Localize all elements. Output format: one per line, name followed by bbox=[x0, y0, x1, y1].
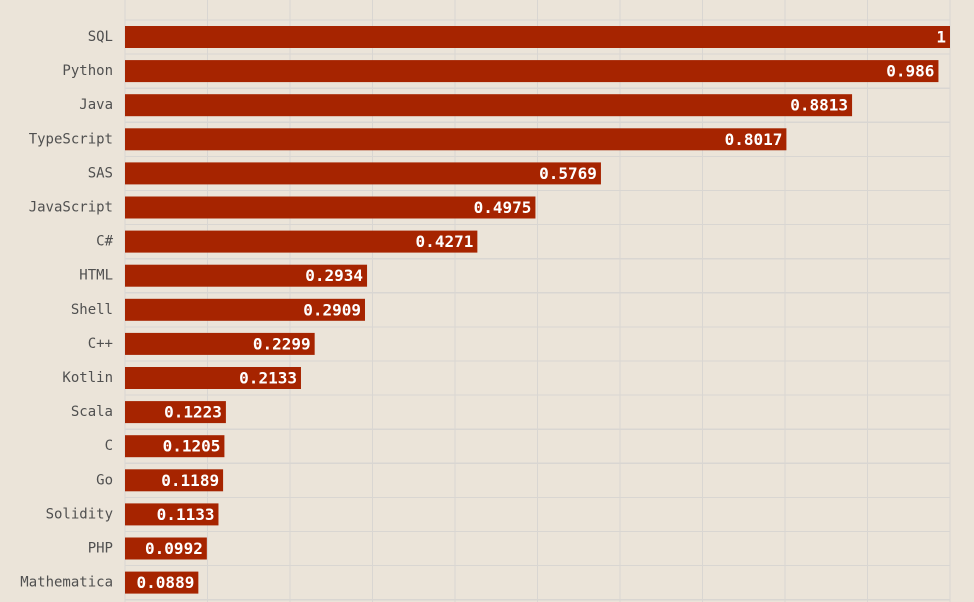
bar-layer bbox=[125, 26, 950, 594]
category-label: Python bbox=[62, 63, 113, 79]
category-label: Solidity bbox=[46, 506, 113, 522]
bar-html bbox=[125, 264, 368, 287]
category-label-layer: SQL Python Java TypeScript SAS JavaScript C# HT… bbox=[20, 29, 113, 591]
value-label: 0.8813 bbox=[790, 96, 848, 115]
category-label: JavaScript bbox=[29, 200, 113, 216]
bar-scala bbox=[125, 401, 226, 424]
bar-python bbox=[125, 60, 939, 83]
category-label: Java bbox=[79, 97, 113, 113]
bar-kotlin bbox=[125, 367, 301, 389]
bar-java bbox=[125, 94, 853, 117]
bar-sas bbox=[125, 162, 601, 185]
category-label: SAS bbox=[88, 165, 113, 181]
category-label: HTML bbox=[79, 268, 113, 284]
bar-go bbox=[125, 469, 224, 492]
value-label: 0.1189 bbox=[161, 471, 219, 490]
category-label: Go bbox=[96, 472, 113, 488]
value-label: 0.2299 bbox=[253, 334, 311, 353]
value-label: 0.5769 bbox=[539, 164, 597, 183]
bar-php bbox=[125, 537, 207, 560]
value-label: 0.1223 bbox=[164, 403, 222, 422]
value-label: 0.4271 bbox=[416, 232, 474, 251]
bar-javascript bbox=[125, 196, 536, 219]
category-label: Mathematica bbox=[20, 575, 113, 591]
bar-solidity bbox=[125, 503, 219, 526]
value-label: 0.2909 bbox=[303, 300, 361, 319]
bar-c- bbox=[125, 230, 478, 253]
category-label: Kotlin bbox=[62, 370, 113, 386]
category-label: C# bbox=[96, 234, 113, 250]
category-label: C++ bbox=[88, 336, 113, 352]
value-label: 0.4975 bbox=[474, 198, 532, 217]
value-label: 0.0992 bbox=[145, 539, 203, 558]
value-label: 0.0889 bbox=[137, 573, 195, 592]
bar-sql bbox=[125, 26, 950, 48]
category-label: C bbox=[105, 438, 113, 454]
bar-c bbox=[125, 435, 225, 458]
value-label: 0.8017 bbox=[725, 130, 783, 149]
category-label: Shell bbox=[71, 302, 113, 318]
category-label: PHP bbox=[88, 541, 113, 557]
value-label: 1 bbox=[936, 28, 946, 47]
category-label: TypeScript bbox=[29, 131, 113, 147]
value-label: 0.2934 bbox=[305, 266, 363, 285]
bar-typescript bbox=[125, 128, 787, 151]
category-label: Scala bbox=[71, 404, 113, 420]
bar-mathematica bbox=[125, 571, 199, 594]
value-label: 0.2133 bbox=[239, 369, 297, 388]
bar-shell bbox=[125, 298, 365, 321]
category-label: SQL bbox=[88, 29, 113, 45]
bar-c- bbox=[125, 332, 315, 355]
value-label: 0.986 bbox=[886, 62, 934, 81]
value-label: 0.1133 bbox=[157, 505, 215, 524]
value-label: 0.1205 bbox=[163, 437, 221, 456]
